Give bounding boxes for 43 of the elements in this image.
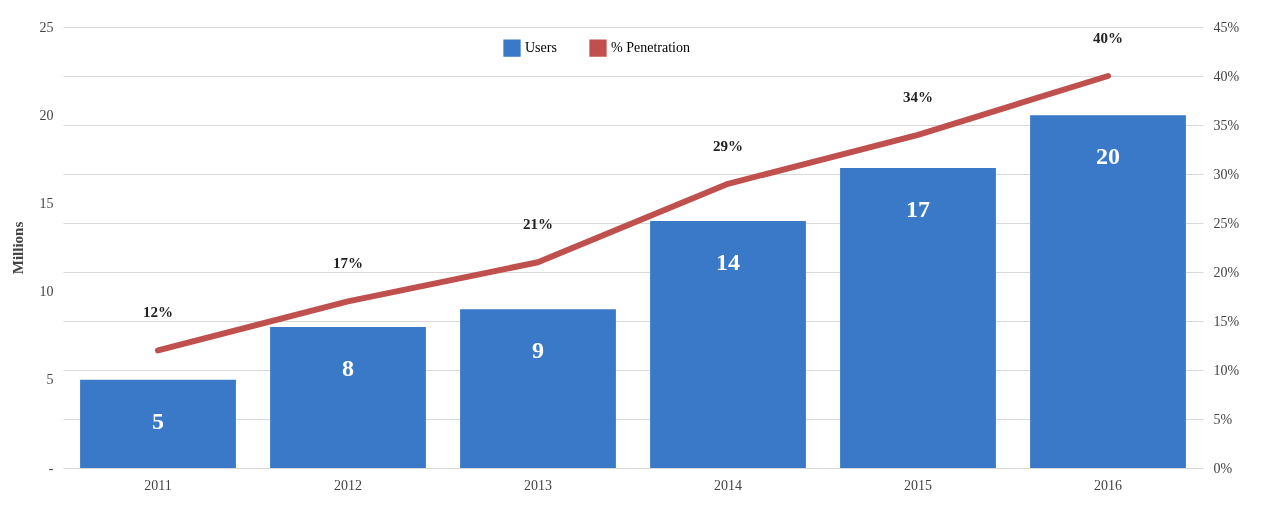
y2-tick-label: 35% [1213, 117, 1240, 133]
data-label: 14 [716, 249, 740, 276]
x-tick-label: 2016 [1094, 477, 1122, 493]
x-tick-label: 2015 [904, 477, 932, 493]
data-label: 21% [523, 216, 553, 233]
y-tick-label: 25 [39, 19, 54, 35]
y-tick-label: 5 [46, 372, 54, 388]
x-tick-label: 2013 [524, 477, 552, 493]
y-tick-label: 10 [39, 284, 54, 300]
bar [650, 221, 806, 468]
bar [840, 168, 996, 468]
bar [80, 379, 236, 468]
data-label: 34% [903, 88, 933, 105]
y2-tick-label: 20% [1213, 264, 1240, 280]
data-label: 8 [342, 354, 354, 381]
y2-tick-label: 5% [1213, 411, 1233, 427]
data-label: 17 [906, 196, 930, 223]
y-tick-label: - [48, 460, 54, 476]
bar [270, 326, 426, 468]
legend-label: Users [525, 40, 557, 56]
data-label: 29% [713, 137, 743, 154]
bar [460, 309, 616, 468]
data-label: 5 [152, 407, 164, 434]
y2-tick-label: 10% [1213, 362, 1240, 378]
y2-tick-label: 45% [1213, 19, 1240, 35]
y2-tick-label: 40% [1213, 68, 1240, 84]
data-label: 20 [1096, 143, 1120, 170]
y-tick-label: 20 [39, 107, 54, 123]
x-tick-label: 2014 [714, 477, 742, 493]
y2-tick-label: 25% [1213, 215, 1240, 231]
x-tick-label: 2011 [144, 477, 172, 493]
data-label: 17% [333, 255, 363, 272]
data-label: 12% [143, 304, 173, 321]
y2-tick-label: 15% [1213, 313, 1240, 329]
y-tick-label: 15 [39, 195, 54, 211]
y-axis-title: Millions [9, 221, 26, 275]
x-tick-label: 2012 [334, 477, 362, 493]
data-label: 40% [1093, 30, 1123, 46]
y2-tick-label: 0% [1213, 460, 1233, 476]
bar [1030, 115, 1186, 468]
legend-label: % Penetration [611, 40, 690, 56]
data-label: 9 [532, 337, 544, 364]
y2-tick-label: 30% [1213, 166, 1240, 182]
